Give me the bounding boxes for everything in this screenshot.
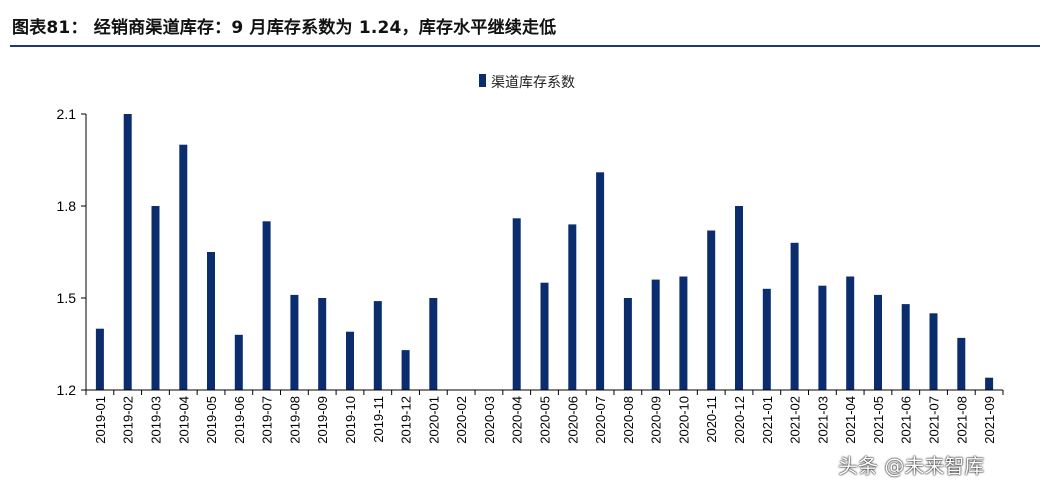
bar-2021-03	[818, 285, 827, 390]
x-tick-label: 2021-07	[927, 396, 942, 444]
bar-2021-07	[929, 313, 938, 390]
x-tick-label: 2021-05	[871, 396, 886, 444]
bar-2021-08	[957, 337, 966, 390]
x-tick-label: 2020-11	[704, 396, 719, 443]
x-tick-label: 2019-12	[399, 396, 414, 444]
x-tick-label: 2019-05	[204, 396, 219, 444]
legend-swatch	[479, 74, 486, 87]
bar-2021-01	[762, 288, 771, 390]
x-tick-label: 2019-02	[121, 396, 136, 444]
bar-2019-01	[95, 328, 104, 390]
x-tick-label: 2020-10	[676, 396, 691, 444]
x-tick-label: 2020-07	[593, 396, 608, 444]
x-tick-label: 2019-08	[287, 396, 302, 444]
x-tick-label: 2021-01	[760, 396, 775, 444]
x-tick-label: 2019-06	[232, 396, 247, 444]
bar-2019-06	[234, 334, 243, 390]
legend: 渠道库存系数	[479, 74, 575, 91]
x-tick-label: 2021-02	[788, 396, 803, 444]
x-tick-label: 2020-12	[732, 396, 747, 444]
bars	[95, 114, 994, 390]
bar-2020-08	[623, 298, 632, 390]
bar-2021-04	[846, 276, 855, 390]
bar-2021-09	[985, 377, 994, 390]
x-tick-label: 2019-07	[260, 396, 275, 444]
bar-2020-11	[707, 230, 716, 390]
y-tick-label: 2.1	[57, 106, 77, 122]
chart-title: 图表81： 经销商渠道库存：9 月库存系数为 1.24，库存水平继续走低	[12, 18, 557, 38]
x-tick-label: 2020-02	[454, 396, 469, 444]
bar-2019-10	[346, 331, 354, 390]
x-tick-label: 2021-09	[982, 396, 997, 444]
bar-2020-04	[512, 218, 521, 390]
bar-2019-12	[401, 350, 410, 390]
watermark: 头条 @未来智库	[838, 454, 985, 478]
y-tick-label: 1.5	[57, 290, 77, 306]
x-axis: 2019-01 2019-02 2019-03 2019-04 2019-05 2019-…	[85, 389, 1004, 444]
bar-2019-05	[207, 252, 215, 390]
bar-2020-05	[540, 282, 549, 390]
x-tick-label: 2019-04	[176, 396, 191, 444]
bar-2019-07	[262, 221, 271, 390]
bar-2021-05	[874, 294, 882, 390]
x-tick-label: 2020-08	[621, 396, 636, 444]
x-tick-label: 2021-08	[954, 396, 969, 444]
bar-2021-02	[790, 242, 799, 390]
x-tick-label: 2019-10	[343, 396, 358, 444]
x-tick-label: 2020-03	[482, 396, 497, 444]
bar-2019-09	[318, 298, 327, 390]
bar-2020-12	[735, 206, 743, 390]
bar-2020-10	[679, 276, 688, 390]
x-tick-label: 2020-05	[538, 396, 553, 444]
x-tick-label: 2021-04	[843, 396, 858, 444]
bar-2019-04	[179, 144, 188, 390]
bar-2020-09	[651, 279, 660, 390]
bar-2020-07	[596, 172, 605, 390]
x-tick-label: 2020-09	[649, 396, 664, 444]
x-tick-label: 2021-03	[815, 396, 830, 444]
y-tick-label: 1.8	[57, 198, 77, 214]
legend-label: 渠道库存系数	[491, 75, 575, 91]
bar-2019-03	[151, 206, 160, 390]
y-axis: 1.2 1.5 1.8 2.1	[57, 106, 87, 398]
x-tick-label: 2019-11	[371, 396, 386, 443]
x-tick-label: 2020-04	[510, 396, 525, 444]
bar-2019-11	[373, 301, 382, 390]
x-tick-label: 2019-03	[148, 396, 163, 444]
bar-2019-02	[123, 114, 132, 390]
bar-2019-08	[290, 294, 299, 390]
x-tick-label: 2020-06	[565, 396, 580, 444]
x-tick-label: 2019-09	[315, 396, 330, 444]
bar-2020-06	[568, 224, 577, 390]
x-tick-label: 2021-06	[899, 396, 914, 444]
y-tick-label: 1.2	[57, 382, 77, 398]
bar-2020-01	[429, 298, 438, 390]
x-tick-label: 2020-01	[426, 396, 441, 444]
x-tick-label: 2019-01	[93, 396, 108, 444]
title-divider	[10, 45, 1040, 47]
bar-2021-06	[901, 304, 910, 390]
